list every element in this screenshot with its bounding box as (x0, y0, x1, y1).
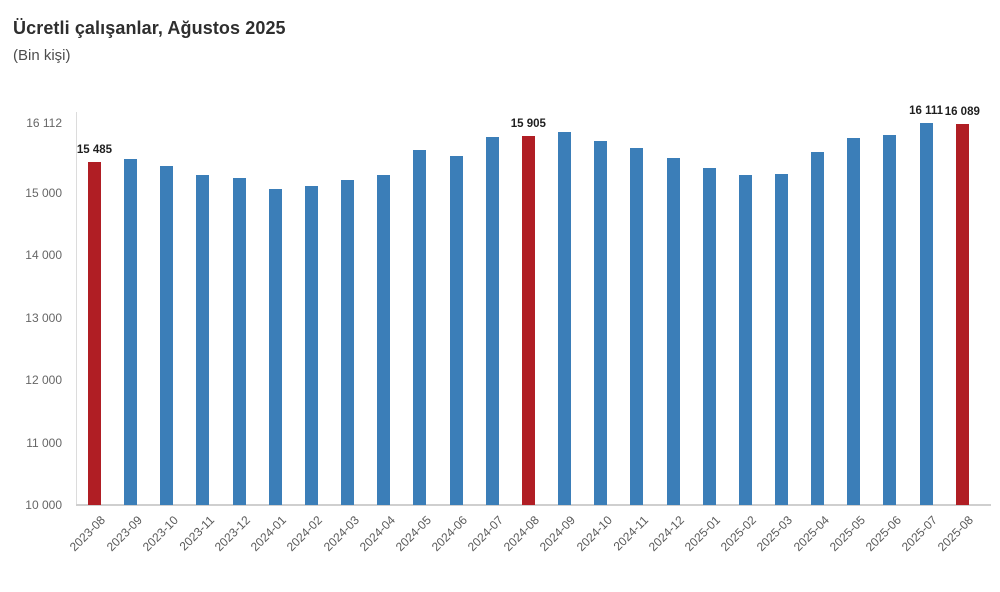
chart-subtitle: (Bin kişi) (13, 47, 71, 64)
bar-2025-05[interactable] (847, 138, 861, 505)
y-axis-tick: 10 000 (25, 498, 62, 512)
bar-2024-07[interactable] (485, 136, 499, 505)
x-axis-label-2024-12: 2024-12 (645, 513, 687, 555)
bar-2025-04[interactable] (811, 152, 825, 505)
x-axis-label-2024-05: 2024-05 (392, 513, 434, 555)
x-axis-label-2024-06: 2024-06 (428, 513, 470, 555)
y-axis-line (76, 112, 77, 505)
bar-2023-11[interactable] (196, 175, 210, 505)
x-axis-label-2023-09: 2023-09 (103, 513, 145, 555)
y-axis-tick: 13 000 (25, 310, 62, 325)
bar-2024-11[interactable] (630, 148, 644, 505)
bar-2025-03[interactable] (774, 174, 788, 505)
bar-value-label: 15 905 (510, 117, 546, 130)
bar-2024-08[interactable] (521, 135, 535, 505)
x-axis-label-2024-02: 2024-02 (284, 513, 326, 555)
x-axis-label-2023-10: 2023-10 (139, 513, 181, 555)
bar-2023-12[interactable] (232, 178, 246, 505)
x-axis-label-2024-04: 2024-04 (356, 513, 398, 555)
x-axis-label-2024-03: 2024-03 (320, 513, 362, 555)
bar-value-label: 15 485 (76, 144, 113, 157)
x-axis-label-2023-12: 2023-12 (211, 513, 253, 555)
y-axis-tick: 14 000 (25, 248, 62, 262)
x-axis-label-2024-08: 2024-08 (501, 513, 543, 555)
bar-2023-09[interactable] (124, 159, 138, 505)
bar-2024-05[interactable] (413, 150, 427, 505)
x-axis-label-2024-09: 2024-09 (537, 513, 579, 555)
x-axis-label-2025-08: 2025-08 (935, 513, 977, 555)
bar-2023-08[interactable] (87, 162, 101, 505)
x-axis-label-2023-11: 2023-11 (176, 513, 217, 554)
bar-2025-01[interactable] (702, 168, 716, 505)
x-axis-label-2024-11: 2024-11 (610, 513, 651, 554)
x-axis-line (76, 504, 991, 506)
x-axis-label-2025-01: 2025-01 (682, 513, 724, 555)
bar-2024-10[interactable] (594, 140, 608, 505)
bar-value-label: 16 111 (909, 105, 944, 118)
x-axis-label-2025-03: 2025-03 (754, 513, 796, 555)
y-axis-tick: 15 000 (25, 185, 62, 200)
bar-2024-02[interactable] (304, 185, 318, 505)
x-axis-label-2024-10: 2024-10 (573, 513, 615, 555)
bar-2025-06[interactable] (883, 135, 897, 505)
x-axis-label-2025-06: 2025-06 (862, 513, 904, 555)
bar-2023-10[interactable] (160, 165, 174, 505)
y-axis-tick: 11 000 (26, 435, 62, 450)
x-axis-label-2025-04: 2025-04 (790, 513, 832, 555)
bar-2025-08[interactable] (955, 124, 969, 505)
bar-2024-01[interactable] (268, 189, 282, 505)
bar-2025-02[interactable] (738, 175, 752, 505)
bar-2025-07[interactable] (919, 123, 933, 505)
chart-title: Ücretli çalışanlar, Ağustos 2025 (13, 18, 286, 38)
x-axis-label-2023-08: 2023-08 (67, 513, 109, 555)
bar-2024-09[interactable] (558, 131, 572, 505)
y-axis-tick: 12 000 (25, 373, 62, 387)
x-axis-label-2024-07: 2024-07 (465, 513, 507, 555)
x-axis-label-2025-02: 2025-02 (718, 513, 760, 555)
x-axis-label-2025-07: 2025-07 (898, 513, 941, 555)
y-axis-tick: 16 112 (26, 116, 62, 130)
x-axis-label-2024-01: 2024-01 (248, 513, 290, 555)
bar-2024-03[interactable] (341, 179, 355, 505)
bar-2024-12[interactable] (666, 157, 680, 505)
bar-2024-06[interactable] (449, 155, 463, 505)
x-axis-label-2025-05: 2025-05 (826, 513, 868, 555)
bar-value-label: 16 089 (944, 106, 980, 119)
bar-2024-04[interactable] (377, 175, 391, 505)
